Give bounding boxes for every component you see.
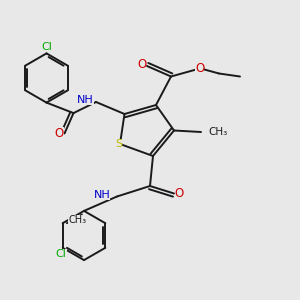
Text: CH₃: CH₃ (208, 127, 228, 137)
Text: CH₃: CH₃ (68, 215, 86, 225)
Text: O: O (175, 187, 184, 200)
Text: O: O (55, 127, 64, 140)
Text: NH: NH (94, 190, 110, 200)
Text: O: O (195, 62, 204, 76)
Text: NH: NH (77, 94, 94, 105)
Text: O: O (137, 58, 146, 71)
Text: Cl: Cl (41, 42, 52, 52)
Text: Cl: Cl (56, 249, 67, 260)
Text: S: S (115, 139, 122, 149)
